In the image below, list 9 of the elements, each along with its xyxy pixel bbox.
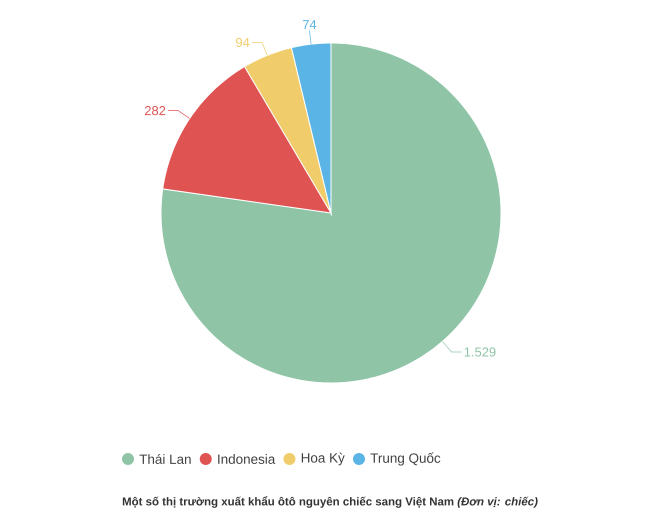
data-label: 1.529 [464, 347, 496, 357]
legend-label: Trung Quốc [370, 452, 440, 466]
data-label: 282 [144, 106, 166, 116]
data-label: 74 [302, 20, 316, 30]
legend-label: Thái Lan [140, 454, 191, 464]
legend-label: Indonesia [218, 454, 276, 464]
text: Một số thị trường xuất khẩu ôtô nguyên chiếc sang Việt Nam (Đơn vị: chiếc) [122, 496, 538, 508]
legend-label: Hoa Kỳ [302, 452, 345, 466]
data-label: 94 [236, 38, 250, 47]
